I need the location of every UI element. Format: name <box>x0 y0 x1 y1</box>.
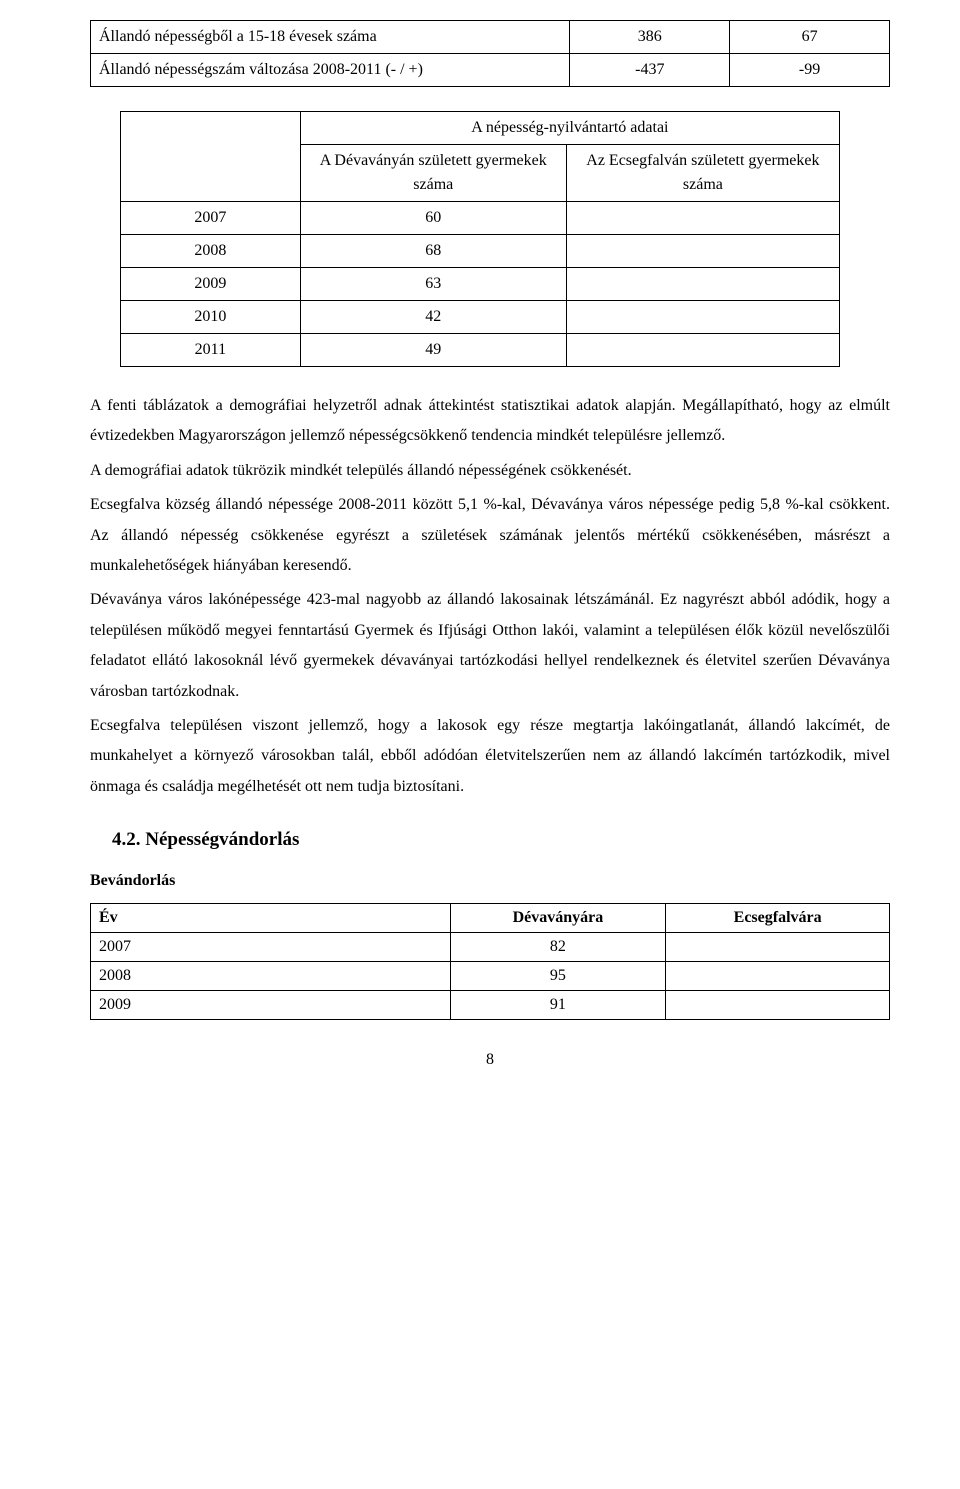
t3-year: 2009 <box>91 990 451 1019</box>
t1-v2: -99 <box>730 54 890 87</box>
births-table: A népesség-nyilvántartó adatai A Dévaván… <box>120 111 840 367</box>
paragraph: Ecsegfalva község állandó népessége 2008… <box>90 490 890 581</box>
t1-v1: -437 <box>570 54 730 87</box>
t2-v2 <box>566 334 839 367</box>
immigration-table: Év Dévaványára Ecsegfalvára 2007 82 2008… <box>90 903 890 1020</box>
t2-year: 2010 <box>121 301 301 334</box>
t1-label: Állandó népességből a 15-18 évesek száma <box>91 21 570 54</box>
t3-h2: Dévaványára <box>450 903 666 932</box>
t2-v1: 68 <box>300 235 566 268</box>
paragraph: Ecsegfalva településen viszont jellemző,… <box>90 711 890 802</box>
t3-h1: Év <box>91 903 451 932</box>
t2-year: 2009 <box>121 268 301 301</box>
table-row: 2009 63 <box>121 268 840 301</box>
page-number: 8 <box>90 1048 890 1072</box>
t2-v1: 63 <box>300 268 566 301</box>
t2-v2 <box>566 202 839 235</box>
t2-year: 2007 <box>121 202 301 235</box>
t2-blank-header <box>121 112 301 202</box>
table-row: 2007 82 <box>91 932 890 961</box>
t2-year: 2011 <box>121 334 301 367</box>
t2-head: A népesség-nyilvántartó adatai A Dévaván… <box>121 112 840 202</box>
table-row: 2009 91 <box>91 990 890 1019</box>
table-row: A népesség-nyilvántartó adatai <box>121 112 840 145</box>
table-row: Állandó népességszám változása 2008-2011… <box>91 54 890 87</box>
t2-col2: Az Ecsegfalván született gyermekek száma <box>566 145 839 202</box>
t3-v1: 91 <box>450 990 666 1019</box>
t2-body: 2007 60 2008 68 2009 63 2010 42 2011 49 <box>121 202 840 367</box>
t1-v2: 67 <box>730 21 890 54</box>
table-row: Állandó népességből a 15-18 évesek száma… <box>91 21 890 54</box>
table-row: 2008 95 <box>91 961 890 990</box>
paragraph: Dévaványa város lakónépessége 423-mal na… <box>90 585 890 707</box>
t3-v2 <box>666 990 890 1019</box>
t2-v1: 49 <box>300 334 566 367</box>
t3-body: 2007 82 2008 95 2009 91 <box>91 932 890 1019</box>
t2-v1: 60 <box>300 202 566 235</box>
t1-body: Állandó népességből a 15-18 évesek száma… <box>91 21 890 87</box>
demographic-summary-table: Állandó népességből a 15-18 évesek száma… <box>90 20 890 87</box>
table-row: 2007 60 <box>121 202 840 235</box>
t2-v2 <box>566 301 839 334</box>
t3-v2 <box>666 932 890 961</box>
t2-v2 <box>566 235 839 268</box>
table-row: 2008 68 <box>121 235 840 268</box>
table-row: Év Dévaványára Ecsegfalvára <box>91 903 890 932</box>
table-row: 2010 42 <box>121 301 840 334</box>
t3-v1: 95 <box>450 961 666 990</box>
t3-year: 2007 <box>91 932 451 961</box>
t3-year: 2008 <box>91 961 451 990</box>
t2-title: A népesség-nyilvántartó adatai <box>300 112 839 145</box>
t1-label: Állandó népességszám változása 2008-2011… <box>91 54 570 87</box>
t3-v1: 82 <box>450 932 666 961</box>
paragraph: A fenti táblázatok a demográfiai helyzet… <box>90 391 890 452</box>
t3-v2 <box>666 961 890 990</box>
t2-col1: A Dévaványán született gyermekek száma <box>300 145 566 202</box>
t3-head: Év Dévaványára Ecsegfalvára <box>91 903 890 932</box>
t2-v1: 42 <box>300 301 566 334</box>
t2-year: 2008 <box>121 235 301 268</box>
sub-heading: Bevándorlás <box>90 869 890 893</box>
t1-v1: 386 <box>570 21 730 54</box>
table-row: 2011 49 <box>121 334 840 367</box>
paragraph: A demográfiai adatok tükrözik mindkét te… <box>90 456 890 486</box>
section-heading: 4.2. Népességvándorlás <box>112 826 890 855</box>
t3-h3: Ecsegfalvára <box>666 903 890 932</box>
t2-v2 <box>566 268 839 301</box>
